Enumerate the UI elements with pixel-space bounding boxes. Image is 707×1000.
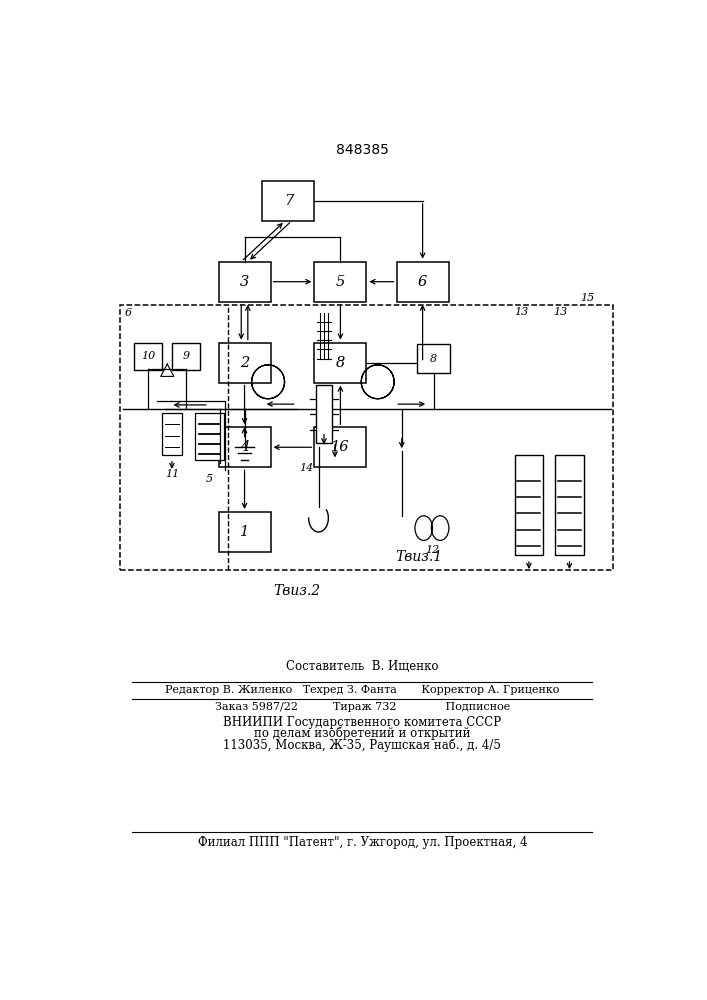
Text: 11: 11 [165, 469, 179, 479]
Bar [218, 427, 271, 467]
Text: 6: 6 [124, 308, 132, 318]
Bar [262, 181, 315, 221]
Bar [172, 343, 200, 370]
Text: ВНИИПИ Государственного комитета СССР: ВНИИПИ Государственного комитета СССР [223, 716, 501, 729]
Bar [315, 262, 366, 302]
Text: 3: 3 [240, 275, 249, 289]
Bar [315, 343, 366, 383]
Bar [218, 343, 271, 383]
Text: 113035, Москва, Ж-35, Раушская наб., д. 4/5: 113035, Москва, Ж-35, Раушская наб., д. … [223, 738, 501, 752]
Text: 15: 15 [580, 293, 595, 303]
Text: 5: 5 [206, 474, 213, 484]
Text: 8: 8 [336, 356, 345, 370]
Bar [555, 455, 584, 555]
Bar [316, 385, 332, 443]
Text: Заказ 5987/22          Тираж 732              Подписное: Заказ 5987/22 Тираж 732 Подписное [215, 702, 510, 712]
Bar [515, 455, 543, 555]
Text: 6: 6 [418, 275, 427, 289]
Text: Составитель  В. Ищенко: Составитель В. Ищенко [286, 660, 438, 673]
Text: 13: 13 [553, 307, 567, 317]
Bar [397, 262, 449, 302]
Text: 4: 4 [240, 440, 249, 454]
Text: 848385: 848385 [336, 143, 389, 157]
Text: 12: 12 [425, 545, 439, 555]
Text: 10: 10 [141, 351, 156, 361]
Text: 9: 9 [182, 351, 189, 361]
Bar [218, 262, 271, 302]
Bar [417, 344, 450, 373]
Text: по делам изобретений и открытий: по делам изобретений и открытий [254, 727, 471, 740]
Text: 5: 5 [336, 275, 345, 289]
Text: 2: 2 [240, 356, 249, 370]
Text: 8: 8 [430, 354, 437, 364]
Bar [315, 427, 366, 467]
Text: Редактор В. Жиленко   Техред З. Фанта       Корректор А. Гриценко: Редактор В. Жиленко Техред З. Фанта Корр… [165, 685, 559, 695]
Bar [120, 305, 613, 570]
Text: Τвиз.1: Τвиз.1 [395, 550, 443, 564]
Text: Τвиз.2: Τвиз.2 [273, 584, 320, 598]
Bar [218, 512, 271, 552]
Text: 13: 13 [515, 307, 529, 317]
Text: Филиал ППП "Патент", г. Ужгород, ул. Проектная, 4: Филиал ППП "Патент", г. Ужгород, ул. Про… [197, 836, 527, 849]
Text: 14: 14 [299, 463, 313, 473]
Text: 16: 16 [331, 440, 350, 454]
Text: 7: 7 [284, 194, 293, 208]
Bar [134, 343, 163, 370]
Text: 1: 1 [240, 525, 249, 539]
Bar [195, 413, 223, 460]
Bar [163, 413, 182, 455]
